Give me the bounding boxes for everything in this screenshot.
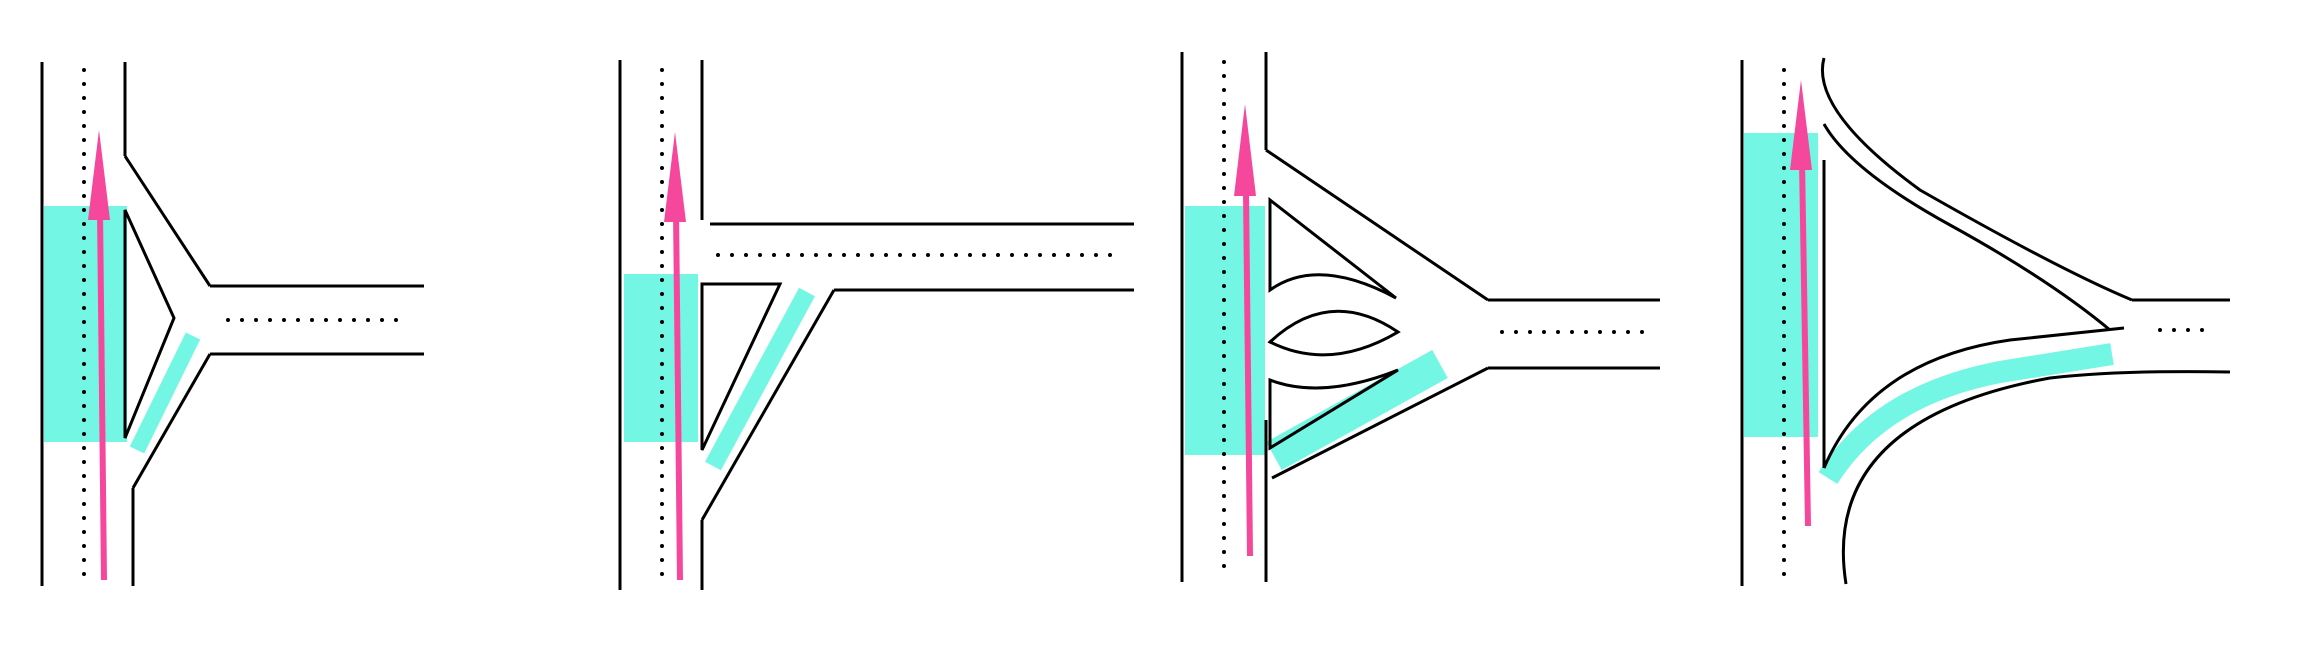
direction-arrow-shaft (1243, 191, 1253, 557)
traffic-island-lower (1268, 368, 1399, 451)
panel-1 (40, 62, 424, 586)
ramp-highlight (705, 287, 815, 471)
traffic-island (123, 209, 176, 439)
lower-flare-edge (131, 353, 212, 489)
traffic-island-middle (1267, 309, 1401, 357)
panel-2 (618, 60, 1134, 590)
ramp-highlight (1266, 350, 1448, 470)
ramp-highlight (1818, 343, 2114, 484)
lower-ramp-inner-edge (1822, 326, 2125, 469)
ramp-highlight (129, 332, 201, 454)
panel-3 (1180, 52, 1660, 582)
direction-arrow-head (88, 130, 110, 220)
upper-flare-edge (1265, 148, 1489, 302)
main-road-highlight (624, 274, 698, 442)
direction-arrow-head (1234, 104, 1256, 196)
direction-arrow-shaft (673, 209, 683, 581)
main-road-highlight (44, 206, 127, 442)
slip-lane-outer-edge (700, 289, 836, 521)
direction-arrow-shaft (1799, 159, 1811, 527)
traffic-island (700, 282, 783, 451)
traffic-island-upper (1268, 196, 1397, 300)
lower-ramp-outer-edge (1841, 370, 2231, 585)
lower-flare-edge (1271, 366, 1489, 480)
upper-flare-edge (123, 155, 212, 287)
direction-arrow-head (1790, 80, 1812, 170)
upper-ramp-outer-edge (1821, 57, 2133, 302)
upper-ramp-inner-edge (1822, 123, 2111, 332)
direction-arrow-shaft (97, 209, 107, 581)
direction-arrow-head (664, 132, 686, 222)
panel-4 (1740, 57, 2231, 586)
